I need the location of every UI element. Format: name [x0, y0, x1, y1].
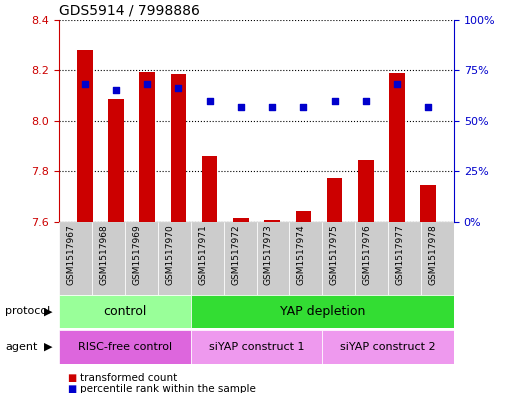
Text: control: control	[103, 305, 147, 318]
Point	[268, 103, 276, 110]
Point	[143, 81, 151, 88]
Text: GSM1517977: GSM1517977	[396, 224, 405, 285]
Text: protocol: protocol	[5, 307, 50, 316]
Point	[237, 103, 245, 110]
Bar	[224, 222, 256, 295]
Bar	[322, 330, 454, 364]
Bar	[191, 222, 224, 295]
Bar	[191, 330, 322, 364]
Text: GSM1517972: GSM1517972	[231, 224, 240, 285]
Text: GSM1517973: GSM1517973	[264, 224, 273, 285]
Bar	[233, 218, 249, 222]
Bar	[191, 295, 454, 328]
Bar	[388, 222, 421, 295]
Point	[362, 97, 370, 104]
Bar	[389, 73, 405, 222]
Bar	[92, 222, 125, 295]
Bar	[289, 222, 322, 295]
Point	[393, 81, 401, 88]
Bar	[355, 222, 388, 295]
Text: GSM1517978: GSM1517978	[428, 224, 438, 285]
Text: GSM1517970: GSM1517970	[165, 224, 174, 285]
Text: siYAP construct 1: siYAP construct 1	[209, 342, 304, 352]
Point	[206, 97, 214, 104]
Text: agent: agent	[5, 342, 37, 352]
Bar	[327, 178, 342, 222]
Bar	[202, 156, 218, 222]
Text: GSM1517968: GSM1517968	[100, 224, 108, 285]
Bar	[108, 99, 124, 222]
Text: GSM1517969: GSM1517969	[132, 224, 141, 285]
Point	[424, 103, 432, 110]
Bar	[421, 185, 436, 222]
Text: GSM1517975: GSM1517975	[330, 224, 339, 285]
Bar	[171, 74, 186, 222]
Bar	[140, 72, 155, 222]
Bar	[358, 160, 373, 222]
Text: GSM1517976: GSM1517976	[363, 224, 372, 285]
Text: RISC-free control: RISC-free control	[78, 342, 172, 352]
Point	[174, 85, 183, 92]
Text: GSM1517974: GSM1517974	[297, 224, 306, 285]
Bar	[125, 222, 158, 295]
Bar	[295, 211, 311, 222]
Text: ▶: ▶	[44, 342, 52, 352]
Text: GSM1517971: GSM1517971	[198, 224, 207, 285]
Point	[112, 87, 120, 94]
Bar	[256, 222, 289, 295]
Text: YAP depletion: YAP depletion	[280, 305, 365, 318]
Text: ■: ■	[67, 384, 76, 393]
Bar	[322, 222, 355, 295]
Bar	[59, 295, 191, 328]
Bar	[59, 330, 191, 364]
Point	[330, 97, 339, 104]
Text: ▶: ▶	[44, 307, 52, 316]
Text: GDS5914 / 7998886: GDS5914 / 7998886	[59, 3, 200, 17]
Text: ■: ■	[67, 373, 76, 383]
Bar	[421, 222, 454, 295]
Bar	[59, 222, 92, 295]
Point	[299, 103, 307, 110]
Text: siYAP construct 2: siYAP construct 2	[340, 342, 436, 352]
Bar	[77, 50, 92, 222]
Bar	[158, 222, 191, 295]
Bar	[264, 220, 280, 222]
Point	[81, 81, 89, 88]
Text: GSM1517967: GSM1517967	[67, 224, 75, 285]
Text: transformed count: transformed count	[80, 373, 177, 383]
Text: percentile rank within the sample: percentile rank within the sample	[80, 384, 255, 393]
